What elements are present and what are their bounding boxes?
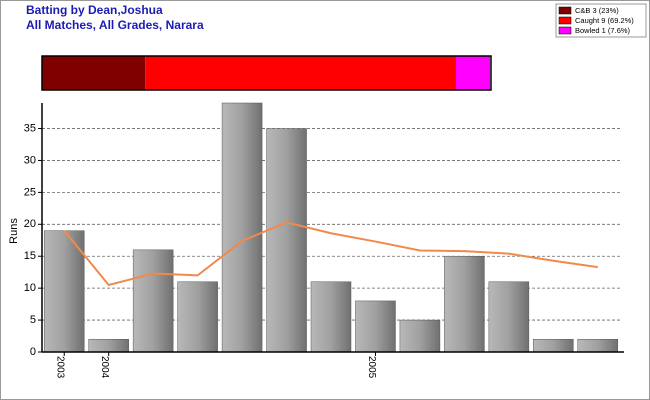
bar xyxy=(399,319,441,353)
bar xyxy=(444,255,485,353)
bar xyxy=(88,338,129,353)
y-axis-label: Runs xyxy=(8,218,20,244)
bar xyxy=(577,338,619,353)
bar xyxy=(132,249,174,353)
x-tick-label: 2004 xyxy=(99,356,110,379)
y-tick-label: 25 xyxy=(24,186,36,198)
y-tick-label: 10 xyxy=(24,282,36,294)
legend-label: Caught 9 (69.2%) xyxy=(575,16,634,25)
y-tick-label: 0 xyxy=(30,346,36,358)
legend-label: Bowled 1 (7.6%) xyxy=(575,26,631,35)
stacked-outline xyxy=(41,55,492,91)
legend-swatch xyxy=(558,6,572,15)
bar xyxy=(533,338,574,353)
legend-label: C&B 3 (23%) xyxy=(575,6,619,15)
y-tick-label: 20 xyxy=(24,218,36,230)
legend-swatch xyxy=(558,26,572,35)
bar xyxy=(43,230,85,353)
legend-swatch xyxy=(558,16,572,25)
bar xyxy=(310,281,352,353)
bar xyxy=(177,281,218,353)
chart-title: Batting by Dean,Joshua xyxy=(26,3,163,17)
y-tick-label: 35 xyxy=(24,122,36,134)
segment xyxy=(145,56,456,90)
bar xyxy=(266,128,307,353)
average-line xyxy=(63,221,598,287)
segment xyxy=(42,56,146,90)
bar xyxy=(488,281,530,353)
bar xyxy=(221,102,263,353)
x-tick-label: 2003 xyxy=(55,356,66,379)
y-tick-label: 30 xyxy=(24,154,36,166)
y-tick-label: 5 xyxy=(30,314,36,326)
chart-subtitle: All Matches, All Grades, Narara xyxy=(26,18,204,32)
x-tick-label: 2005 xyxy=(366,356,377,379)
segment xyxy=(455,56,491,90)
y-tick-label: 15 xyxy=(24,250,36,262)
bar xyxy=(355,300,396,353)
